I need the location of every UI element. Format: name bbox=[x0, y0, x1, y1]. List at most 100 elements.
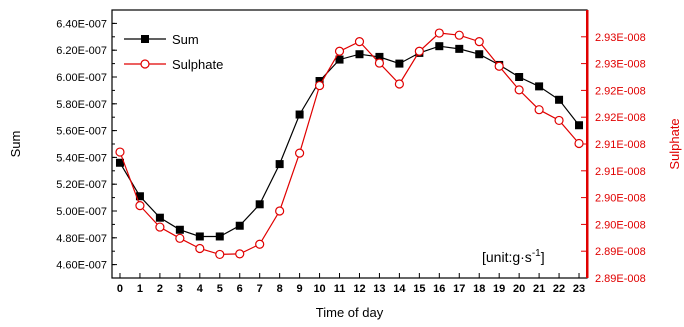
y-axis-title-left: Sum bbox=[8, 131, 23, 158]
data-point-sum bbox=[335, 55, 344, 64]
legend: Sum Sulphate bbox=[124, 32, 223, 72]
y-axis-title-right: Sulphate bbox=[667, 118, 682, 169]
series-layer bbox=[115, 28, 584, 260]
data-point-sulphate bbox=[275, 206, 285, 216]
left-tick-label: 5.40E-007 bbox=[56, 152, 107, 164]
data-point-sulphate bbox=[255, 239, 265, 249]
data-point-sulphate bbox=[235, 249, 245, 259]
data-point-sum bbox=[355, 50, 364, 59]
x-tick-label: 0 bbox=[117, 283, 123, 295]
data-point-sulphate bbox=[574, 138, 584, 149]
unit-annotation-exponent: -1 bbox=[532, 248, 541, 259]
x-tick-label: 7 bbox=[257, 283, 263, 295]
x-tick-label: 14 bbox=[393, 283, 406, 295]
data-point-sulphate bbox=[474, 37, 484, 47]
unit-annotation-end: ] bbox=[541, 249, 545, 265]
x-tick-label: 8 bbox=[277, 283, 283, 295]
x-tick-label: 6 bbox=[237, 283, 243, 295]
x-axis-title: Time of day bbox=[316, 305, 384, 320]
left-tick-label: 6.40E-007 bbox=[56, 18, 107, 30]
left-tick-label: 5.80E-007 bbox=[56, 99, 107, 111]
x-tick-label: 2 bbox=[157, 283, 163, 295]
right-tick-label: 2.92E-008 bbox=[595, 112, 646, 124]
data-point-sum bbox=[575, 121, 584, 130]
data-point-sum bbox=[175, 225, 184, 234]
data-point-sulphate bbox=[374, 58, 385, 68]
left-tick-label: 5.00E-007 bbox=[56, 206, 107, 218]
data-point-sum bbox=[275, 160, 284, 169]
x-tick-label: 19 bbox=[493, 283, 505, 295]
data-point-sulphate bbox=[514, 85, 524, 95]
x-tick-label: 12 bbox=[353, 283, 365, 295]
data-point-sum bbox=[215, 232, 224, 241]
data-point-sulphate bbox=[115, 147, 125, 157]
left-tick-label: 5.60E-007 bbox=[56, 126, 107, 138]
data-point-sulphate bbox=[175, 233, 185, 243]
data-point-sum bbox=[455, 44, 464, 53]
x-tick-label: 13 bbox=[373, 283, 385, 295]
right-tick-label: 2.89E-008 bbox=[595, 273, 646, 285]
left-tick-label: 5.20E-007 bbox=[56, 179, 107, 191]
legend-marker-sum bbox=[141, 35, 149, 43]
right-tick-label: 2.93E-008 bbox=[595, 32, 646, 44]
right-tick-label: 2.92E-008 bbox=[595, 85, 646, 97]
data-point-sum bbox=[255, 200, 264, 209]
data-point-sum bbox=[115, 158, 124, 167]
x-tick-label: 21 bbox=[533, 283, 545, 295]
x-tick-label: 20 bbox=[513, 283, 525, 295]
data-point-sulphate bbox=[195, 243, 205, 254]
x-tick-label: 22 bbox=[553, 283, 565, 295]
x-tick-label: 18 bbox=[473, 283, 485, 295]
x-tick-label: 23 bbox=[573, 283, 585, 295]
left-tick-label: 6.20E-007 bbox=[56, 45, 107, 57]
data-point-sum bbox=[195, 232, 204, 241]
x-tick-label: 10 bbox=[313, 283, 325, 295]
left-tick-label: 4.60E-007 bbox=[56, 260, 107, 272]
left-tick-label: 4.80E-007 bbox=[56, 233, 107, 245]
x-tick-label: 3 bbox=[177, 283, 183, 295]
data-point-sulphate bbox=[314, 80, 325, 91]
data-point-sum bbox=[555, 95, 564, 104]
right-tick-label: 2.93E-008 bbox=[595, 59, 646, 71]
data-point-sulphate bbox=[135, 201, 145, 211]
data-point-sulphate bbox=[434, 28, 444, 38]
data-point-sulphate bbox=[394, 79, 404, 89]
data-point-sum bbox=[535, 82, 544, 91]
legend-label-sulphate: Sulphate bbox=[172, 57, 223, 72]
data-point-sum bbox=[235, 221, 244, 230]
x-tick-label: 5 bbox=[217, 283, 223, 295]
x-tick-label: 16 bbox=[433, 283, 445, 295]
unit-annotation: [unit:g·s-1] bbox=[482, 248, 545, 265]
x-tick-label: 4 bbox=[197, 283, 204, 295]
data-point-sum bbox=[515, 73, 524, 81]
data-point-sulphate bbox=[334, 46, 345, 56]
right-tick-label: 2.89E-008 bbox=[595, 246, 646, 258]
series-line-sum bbox=[119, 45, 580, 238]
data-point-sulphate bbox=[354, 37, 365, 47]
data-point-sulphate bbox=[215, 249, 225, 260]
right-axis-line bbox=[586, 10, 589, 278]
data-point-sum bbox=[155, 213, 164, 222]
x-tick-label: 15 bbox=[413, 283, 425, 295]
data-point-sulphate bbox=[295, 148, 305, 158]
data-point-sum bbox=[295, 110, 304, 119]
data-point-sum bbox=[135, 192, 144, 201]
tick-labels: 4.60E-007 4.80E-007 5.00E-007 5.20E-007 5.40… bbox=[56, 18, 646, 295]
x-tick-label: 11 bbox=[334, 283, 346, 295]
data-point-sum bbox=[435, 42, 444, 51]
data-point-sulphate bbox=[554, 115, 564, 126]
data-point-sulphate bbox=[494, 61, 504, 71]
data-point-sulphate bbox=[454, 30, 464, 40]
data-point-sum bbox=[395, 59, 404, 68]
unit-annotation-main: [unit:g·s bbox=[482, 249, 532, 265]
data-point-sulphate bbox=[414, 46, 424, 56]
right-tick-label: 2.90E-008 bbox=[595, 219, 646, 231]
x-tick-label: 17 bbox=[453, 283, 465, 295]
left-tick-label: 6.00E-007 bbox=[56, 72, 107, 84]
data-point-sum bbox=[375, 52, 384, 61]
right-tick-label: 2.91E-008 bbox=[595, 139, 646, 151]
data-point-sum bbox=[475, 50, 484, 59]
x-tick-label: 9 bbox=[297, 283, 303, 295]
data-point-sulphate bbox=[534, 105, 544, 115]
